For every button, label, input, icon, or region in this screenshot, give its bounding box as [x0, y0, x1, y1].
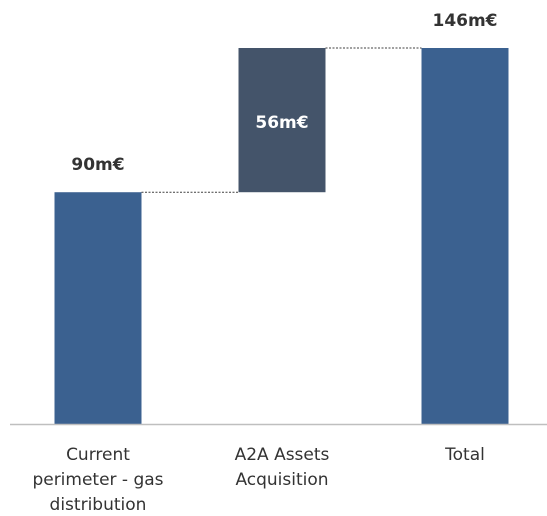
category-label-line: perimeter - gas	[32, 470, 163, 490]
bar-current-perimeter	[54, 192, 142, 424]
data-label-a2a-assets-acquisition: 56m€	[255, 113, 308, 133]
category-label-total: Total	[444, 445, 485, 465]
category-label-line: Current	[66, 445, 130, 465]
bars	[54, 48, 509, 424]
data-labels: 90m€ 56m€ 146m€	[71, 11, 497, 175]
category-label-line: Acquisition	[235, 470, 328, 490]
category-label-line: A2A Assets	[235, 445, 330, 465]
data-label-total: 146m€	[432, 11, 497, 31]
data-label-current-perimeter: 90m€	[71, 155, 124, 175]
category-labels: Current perimeter - gas distribution A2A As…	[32, 445, 484, 515]
category-label-line: distribution	[50, 495, 147, 515]
category-label-current-perimeter: Current perimeter - gas distribution	[32, 445, 163, 515]
bar-a2a-assets-acquisition	[238, 48, 326, 193]
category-label-line: Total	[444, 445, 485, 465]
category-label-a2a-assets-acquisition: A2A Assets Acquisition	[235, 445, 330, 490]
bar-total	[421, 48, 509, 424]
connector-lines	[141, 47, 422, 193]
